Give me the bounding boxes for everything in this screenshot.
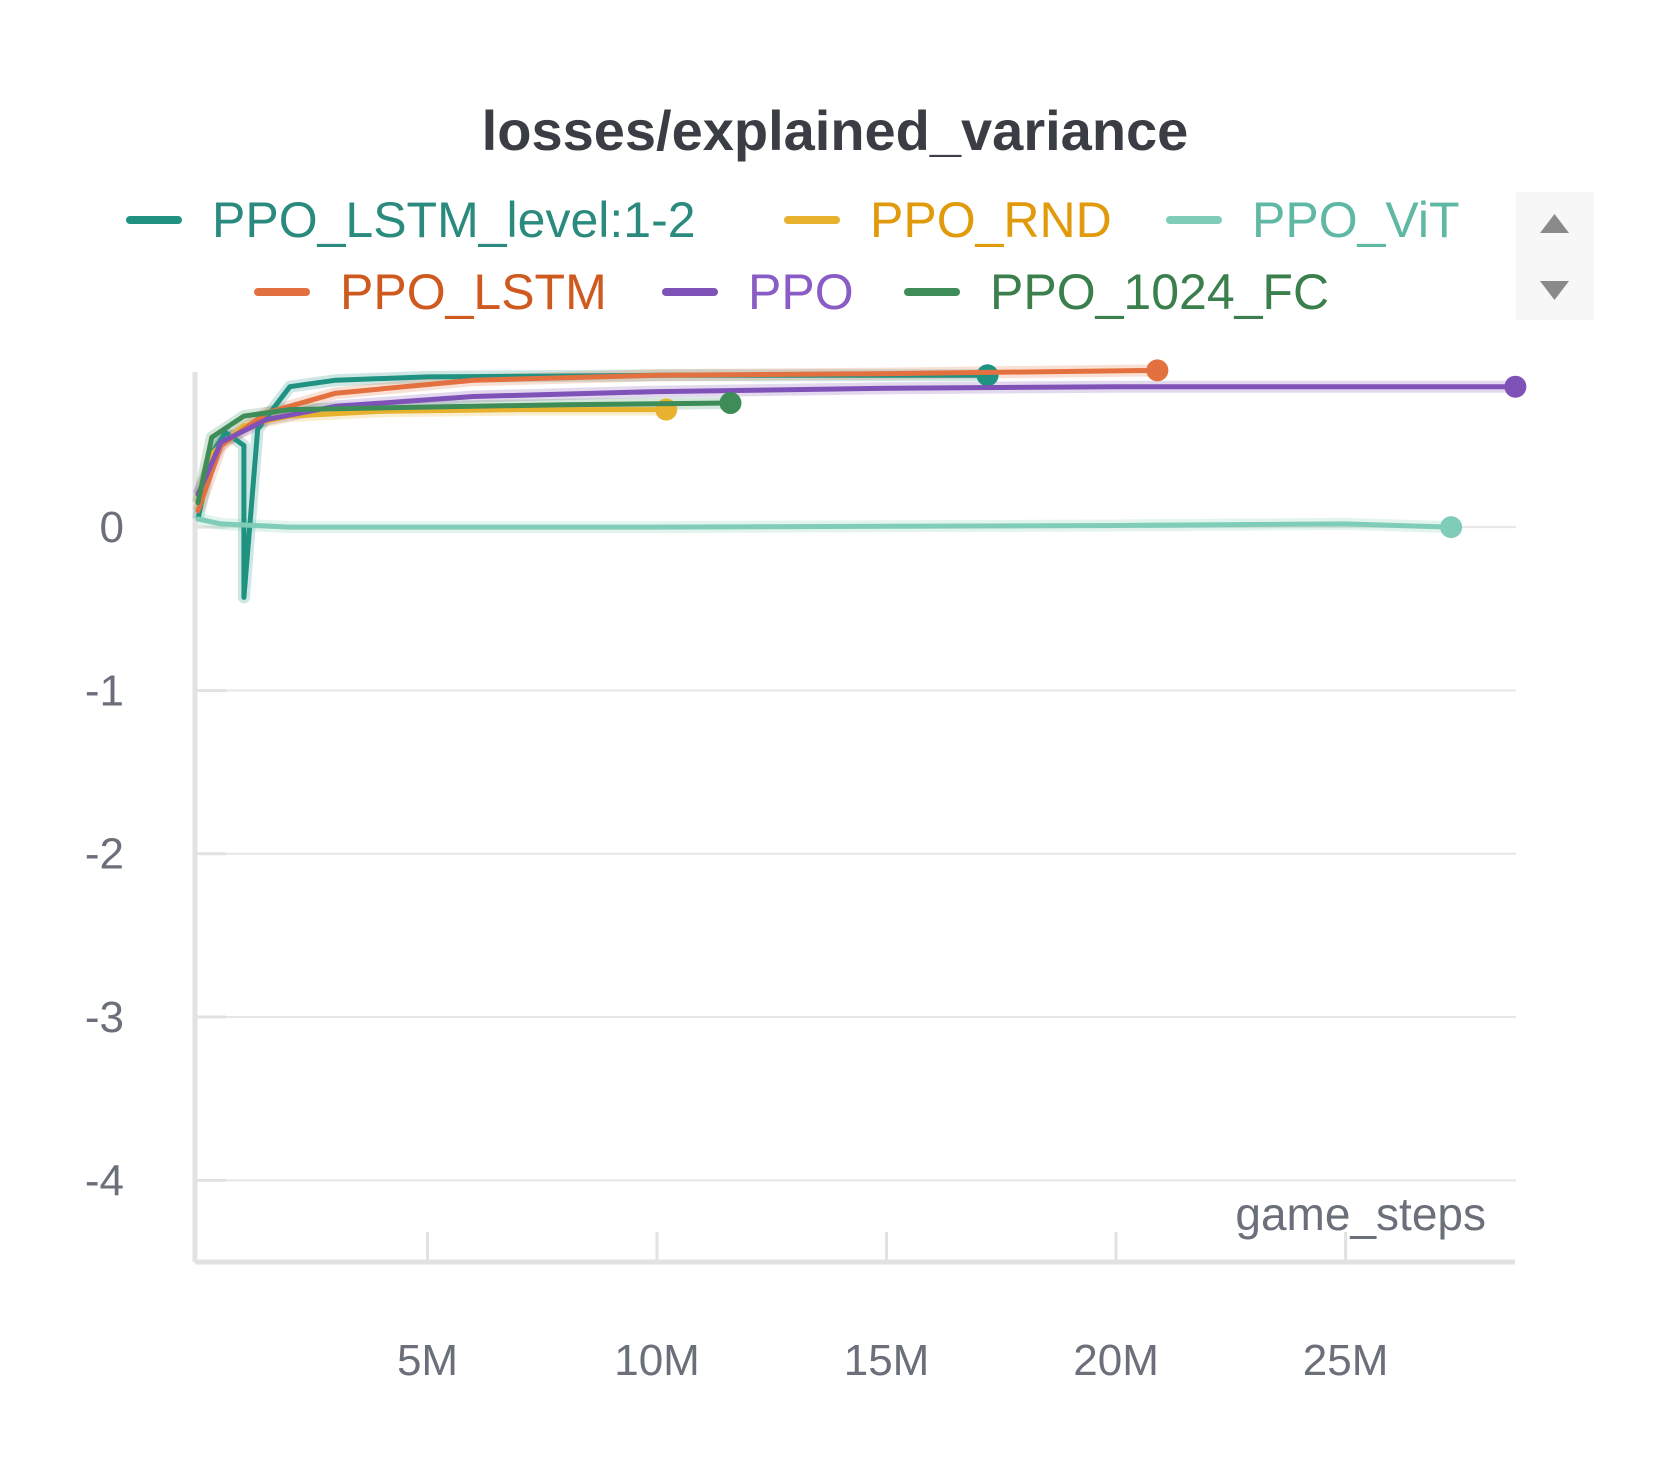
x-axis-ticks: 5M 10M 15M 20M 25M	[397, 1232, 1388, 1385]
series-end-marker	[719, 392, 742, 415]
x-tick-label: 10M	[614, 1336, 700, 1385]
y-tick-label: 0	[100, 503, 124, 552]
x-tick-label: 5M	[397, 1336, 458, 1385]
legend-item[interactable]: PPO_LSTM	[254, 264, 607, 320]
legend-scroll-controls	[1516, 192, 1594, 320]
y-tick-label: -2	[85, 830, 124, 879]
legend-item[interactable]: PPO_RND	[784, 192, 1112, 248]
series-end-marker	[1440, 516, 1463, 539]
legend: PPO_LSTM_level:1-2 PPO_RND PPO_ViT PPO_LSTM…	[126, 192, 1460, 320]
series-end-marker	[1146, 359, 1169, 382]
legend-scroll-down-icon[interactable]	[1540, 281, 1569, 300]
y-tick-label: -3	[85, 993, 124, 1042]
y-axis-ticks: 0 -1 -2 -3 -4	[85, 503, 226, 1205]
legend-scroll-up-icon[interactable]	[1540, 214, 1569, 233]
series-line	[195, 384, 1518, 497]
legend-label: PPO	[748, 264, 854, 320]
x-tick-label: 15M	[844, 1336, 930, 1385]
chart-title: losses/explained_variance	[482, 99, 1189, 162]
y-tick-label: -4	[85, 1156, 124, 1205]
x-axis-title: game_steps	[1235, 1188, 1486, 1240]
legend-label: PPO_LSTM	[340, 264, 607, 320]
x-tick-label: 20M	[1073, 1336, 1159, 1385]
series-line	[195, 400, 733, 506]
legend-label: PPO_LSTM_level:1-2	[212, 192, 696, 248]
legend-item[interactable]: PPO_ViT	[1166, 192, 1460, 248]
legend-item[interactable]: PPO_1024_FC	[904, 264, 1329, 320]
y-tick-label: -1	[85, 666, 124, 715]
legend-label: PPO_1024_FC	[990, 264, 1329, 320]
series-line	[195, 516, 1454, 530]
grid	[195, 526, 1516, 1182]
series-end-marker	[1504, 375, 1527, 398]
legend-label: PPO_RND	[870, 192, 1112, 248]
series-end-marker	[976, 364, 999, 387]
legend-label: PPO_ViT	[1252, 192, 1460, 248]
legend-item[interactable]: PPO	[662, 264, 854, 320]
x-tick-label: 25M	[1303, 1336, 1389, 1385]
legend-item[interactable]: PPO_LSTM_level:1-2	[126, 192, 696, 248]
series-layer	[192, 359, 1527, 604]
